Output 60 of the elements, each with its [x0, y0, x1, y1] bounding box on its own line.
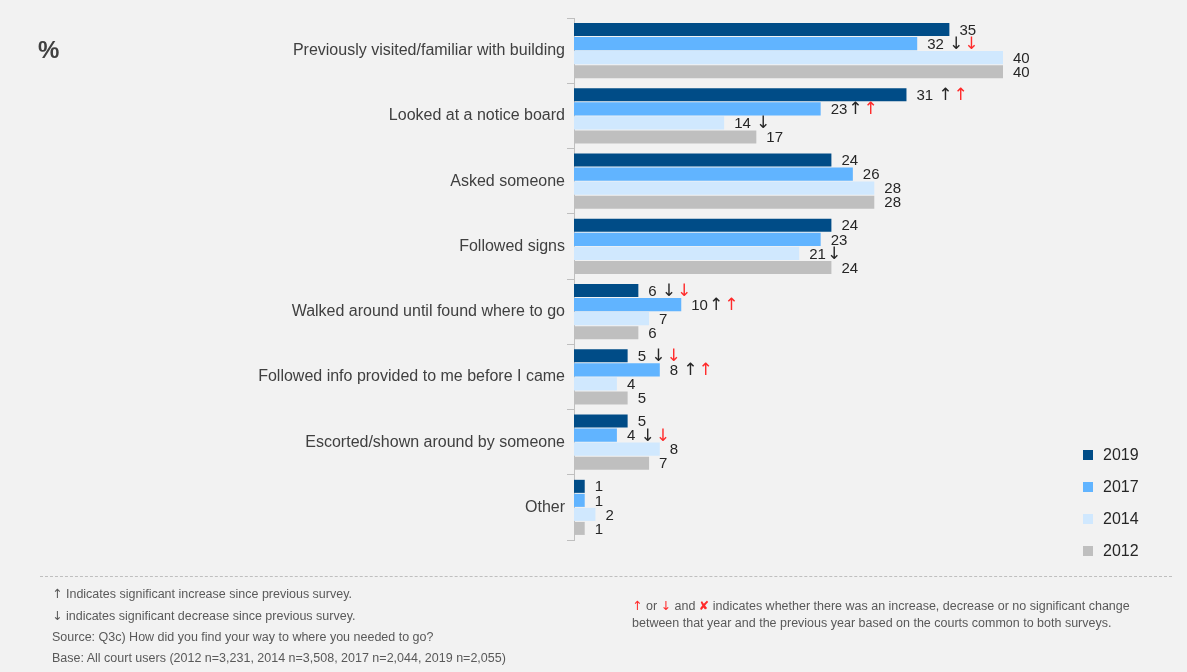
bar	[574, 23, 950, 37]
bar	[574, 442, 660, 456]
data-label: 5 ↓↓	[637, 345, 681, 366]
bar	[574, 479, 585, 493]
data-label: 7	[659, 454, 668, 472]
bar	[574, 153, 832, 167]
text: ↑ or ↓ and ✘ indicates whether there was an increase, decrease or no significant change between that year and the previous year based on the courts common to both surveys.	[632, 597, 1131, 632]
data-label: 8	[669, 440, 679, 458]
legend-label: 2019	[1103, 446, 1139, 464]
bar	[574, 116, 725, 130]
data-label: 1	[594, 519, 604, 537]
text: ↑ Indicates significant increase since previous survey.	[52, 585, 353, 603]
bar	[574, 363, 660, 377]
bar	[574, 88, 907, 102]
bar	[574, 428, 617, 442]
text: Base: All court users (2012 n=3,231, 2014 n=3,508, 2017 n=2,044, 2019 n=2,055)	[52, 650, 506, 667]
data-label: 24	[841, 216, 859, 234]
bar	[574, 507, 596, 521]
bar	[574, 102, 821, 116]
bar	[574, 246, 800, 260]
y-tick-label: Asked someone	[450, 171, 566, 189]
bar	[574, 312, 650, 326]
y-tick-label: Looked at a notice board	[388, 106, 565, 124]
data-label: 26	[862, 165, 880, 183]
legend-label: 2014	[1103, 510, 1139, 528]
bar	[574, 218, 832, 232]
data-label: 7	[659, 309, 668, 327]
data-label: 31 ↑↑	[916, 84, 968, 105]
bar	[574, 181, 875, 195]
bar	[574, 377, 617, 391]
text: %	[38, 36, 60, 64]
data-label: 5	[637, 412, 646, 430]
bar	[574, 51, 1003, 65]
source-note: Source: Q3c) How did you find your way to where you needed to go?	[52, 629, 435, 646]
data-label: 24	[841, 258, 859, 276]
data-label: 6 ↓↓	[648, 280, 692, 300]
legend-label: 2017	[1103, 478, 1139, 496]
data-label: 23↑↑	[830, 98, 878, 119]
y-tick-label: Followed signs	[459, 236, 565, 254]
data-label: 2	[605, 505, 614, 523]
y-tick-label: Other	[524, 497, 566, 515]
y-tick-label: Previously visited/familiar with building	[292, 41, 565, 59]
bar	[574, 493, 585, 507]
bar	[574, 284, 639, 298]
data-label: 10↑↑	[691, 294, 739, 315]
y-tick-label: Followed info provided to me before I came	[258, 367, 566, 385]
bar	[574, 37, 918, 51]
legend-label: 2012	[1103, 542, 1139, 560]
bar	[574, 167, 853, 181]
bar	[574, 298, 682, 312]
data-label: 5	[637, 389, 646, 407]
bar	[574, 232, 821, 246]
bar	[574, 414, 628, 428]
bar	[574, 349, 628, 363]
y-tick-label: Walked around until found where to go	[291, 302, 566, 320]
text: ↓ indicates significant decrease since previous survey.	[52, 607, 357, 625]
data-label: 6	[648, 323, 657, 341]
data-label: 24	[841, 151, 859, 169]
data-label: 4	[626, 375, 636, 393]
y-tick-label: Escorted/shown around by someone	[305, 432, 566, 450]
